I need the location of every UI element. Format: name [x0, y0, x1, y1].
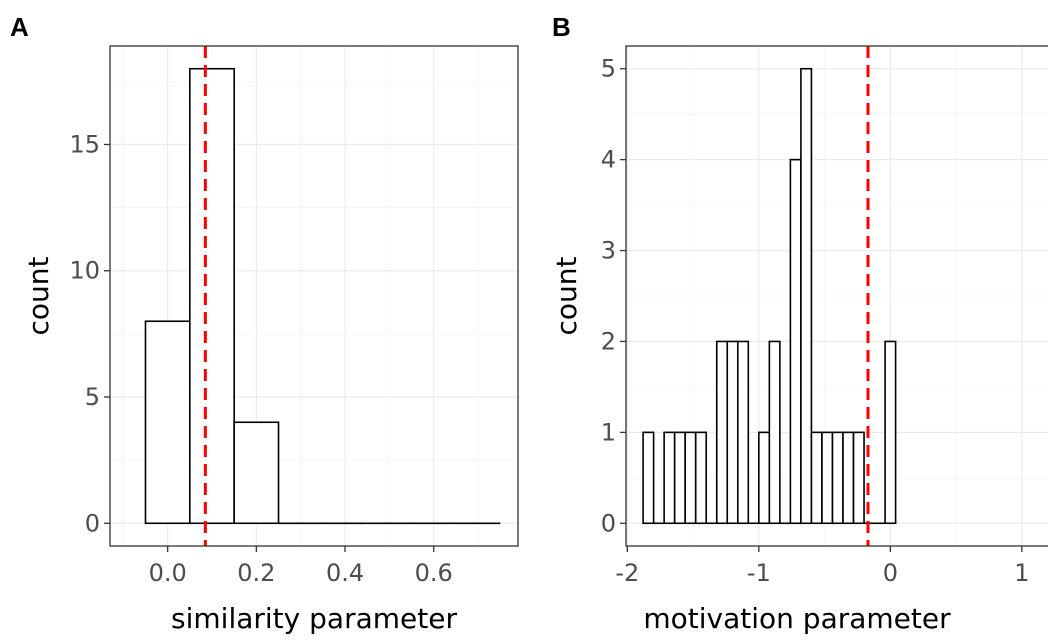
panel-a-similarity-histogram: 0 5 10 15 0.0 0.2 0.4 0.6 similarity parameter co… [10, 12, 519, 635]
y-tick-label: 15 [69, 130, 100, 158]
y-tick-label: 3 [601, 237, 616, 265]
x-tick-label: 0.0 [149, 559, 187, 587]
y-tick-label: 0 [85, 509, 100, 537]
histogram-bar [852, 431, 865, 525]
y-tick-label: 4 [601, 146, 616, 174]
histogram-bar [884, 340, 897, 525]
histogram-bar [810, 431, 823, 525]
grid-lines [110, 46, 518, 546]
y-axis-title: count [22, 256, 55, 335]
x-tick-label: 0.6 [415, 559, 453, 587]
y-tick-label: 5 [85, 383, 100, 411]
histogram-bar [144, 320, 191, 525]
histogram-bar [663, 431, 676, 525]
histogram-bar [726, 340, 739, 525]
y-axis-title: count [550, 256, 583, 335]
y-tick-label: 10 [69, 257, 100, 285]
x-tick-label: 0.2 [237, 559, 275, 587]
panel-label: A [10, 12, 29, 42]
panel-border [625, 45, 1048, 547]
histogram-bar [842, 431, 855, 525]
panel-border [109, 45, 519, 547]
panel-b-motivation-histogram: 0 1 2 3 4 5 -2 -1 0 1 motivation parameter count B [550, 12, 1048, 635]
histogram-bars [642, 67, 897, 525]
histogram-bar [715, 340, 729, 525]
histogram-bar [642, 431, 655, 525]
y-tick-label: 1 [601, 418, 616, 446]
histogram-bar [789, 158, 802, 525]
x-tick-label: 0.4 [326, 559, 364, 587]
histogram-bar [768, 340, 781, 525]
histogram-bar [694, 431, 708, 525]
histogram-bar [684, 431, 697, 525]
y-tick-label: 5 [601, 55, 616, 83]
histogram-bars [144, 67, 501, 525]
x-tick-label: -2 [615, 559, 639, 587]
histogram-bar [831, 431, 844, 525]
y-tick-label: 2 [601, 327, 616, 355]
grid-lines [626, 46, 1048, 546]
panel-label: B [552, 12, 571, 42]
histogram-bar [736, 340, 750, 525]
x-tick-label: 1 [1014, 559, 1029, 587]
histogram-bar [800, 67, 813, 525]
histogram-bar [189, 67, 235, 525]
x-tick-label: -1 [747, 559, 771, 587]
histogram-bar [673, 431, 686, 525]
histogram-bar [233, 421, 280, 525]
x-axis-title: similarity parameter [171, 602, 457, 635]
x-tick-label: 0 [883, 559, 898, 587]
y-tick-label: 0 [601, 509, 616, 537]
histogram-bar [821, 431, 834, 525]
x-axis-title: motivation parameter [643, 602, 951, 635]
histogram-bar [758, 431, 771, 525]
